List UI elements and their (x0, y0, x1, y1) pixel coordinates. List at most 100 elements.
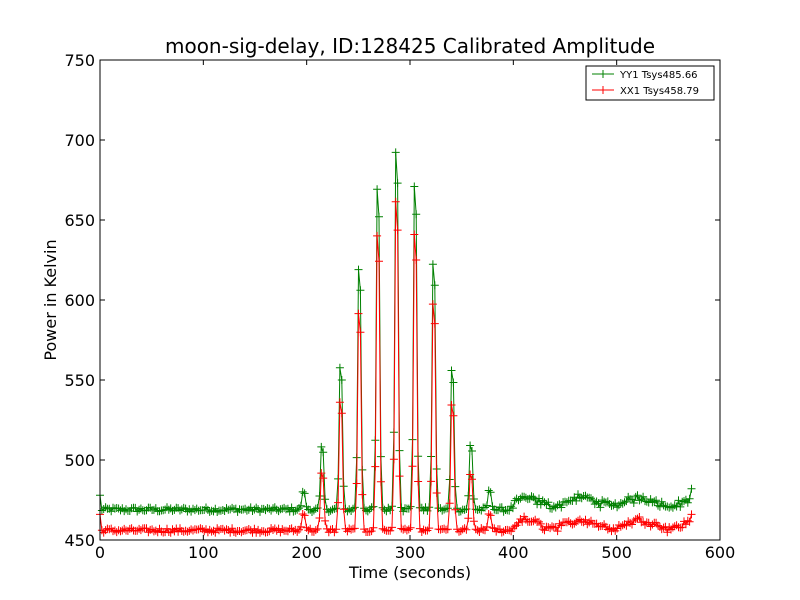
data-point-yy (213, 508, 222, 516)
data-point-yy (298, 487, 307, 496)
data-point-yy (438, 506, 447, 515)
data-point-yy (683, 498, 692, 507)
data-point-xx (109, 527, 117, 536)
data-point-xx (667, 525, 675, 534)
data-point-xx (317, 469, 326, 478)
data-point-xx (633, 514, 642, 523)
x-tick-label: 200 (291, 543, 322, 562)
data-point-yy (544, 498, 553, 507)
data-point-yy (616, 499, 625, 507)
data-point-yy (464, 491, 473, 500)
chart-title: moon-sig-delay, ID:128425 Calibrated Amp… (165, 34, 655, 58)
data-point-xx (282, 526, 290, 535)
data-point-xx (488, 523, 497, 532)
data-point-yy (680, 497, 688, 506)
data-point-yy (406, 502, 415, 511)
data-point-yy (326, 506, 335, 515)
data-point-yy (635, 496, 644, 505)
data-point-yy (397, 503, 406, 512)
data-point-yy (473, 505, 482, 514)
y-tick-label: 700 (64, 131, 95, 150)
data-point-yy (572, 496, 581, 505)
data-point-yy (350, 503, 359, 512)
legend-marker-yy1 (599, 70, 607, 78)
data-point-yy (674, 496, 683, 505)
data-point-xx (482, 522, 491, 531)
data-point-yy (207, 506, 216, 515)
data-point-xx (337, 409, 346, 418)
data-point-xx (157, 527, 166, 536)
data-point-xx (481, 526, 489, 535)
data-point-yy (508, 504, 517, 513)
data-point-yy (131, 503, 140, 512)
data-point-yy (391, 148, 400, 157)
data-point-yy (475, 505, 484, 514)
data-point-xx (388, 523, 396, 532)
data-point-yy (337, 376, 346, 384)
data-point-xx (296, 522, 305, 531)
data-point-xx (412, 256, 421, 264)
data-point-xx (352, 479, 361, 488)
data-point-yy (300, 489, 309, 498)
data-point-yy (514, 496, 523, 505)
data-point-xx (151, 526, 160, 535)
data-point-xx (200, 527, 209, 536)
data-point-yy (652, 496, 661, 505)
y-tick-label: 650 (64, 211, 95, 230)
data-point-yy (308, 508, 316, 516)
legend-marker-xx1 (599, 86, 607, 94)
data-point-yy (549, 502, 558, 511)
y-tick-label: 600 (64, 291, 95, 310)
plot-series-group (96, 148, 696, 537)
data-point-yy (194, 506, 203, 515)
data-point-xx (404, 525, 413, 534)
data-point-xx (553, 527, 562, 536)
data-point-xx (635, 513, 644, 521)
data-point-yy (203, 505, 212, 514)
data-point-xx (401, 524, 409, 533)
data-point-yy (296, 501, 305, 510)
data-point-yy (588, 496, 597, 504)
data-point-yy (629, 499, 638, 507)
data-point-xx (311, 526, 320, 535)
data-point-yy (678, 497, 687, 506)
data-point-yy (484, 486, 493, 495)
data-point-xx (540, 526, 549, 535)
data-point-xx (430, 319, 439, 328)
data-point-yy (657, 497, 666, 506)
data-point-yy (321, 495, 330, 504)
data-point-yy (456, 507, 465, 516)
data-point-yy (155, 507, 164, 516)
data-point-yy (460, 505, 469, 514)
data-point-xx (276, 528, 285, 537)
data-point-xx (447, 401, 456, 409)
legend-box (585, 65, 715, 101)
data-point-yy (248, 507, 257, 515)
data-point-xx (594, 522, 603, 531)
data-point-xx (393, 226, 402, 235)
data-point-xx (356, 328, 365, 337)
legend-label-yy1: YY1 Tsys485.66 (619, 70, 698, 81)
data-point-xx (548, 522, 556, 531)
data-point-xx (229, 528, 238, 536)
data-point-xx (410, 230, 419, 239)
data-point-yy (555, 500, 564, 509)
data-point-xx (142, 524, 151, 533)
data-point-yy (122, 505, 130, 514)
data-point-yy (685, 494, 694, 503)
data-point-xx (648, 520, 657, 529)
x-tick-label: 100 (188, 543, 219, 562)
data-point-xx (125, 524, 134, 533)
x-tick-label: 300 (395, 543, 426, 562)
data-point-xx (220, 526, 229, 535)
data-point-yy (328, 505, 337, 514)
data-point-xx (395, 472, 404, 481)
data-point-yy (269, 504, 277, 513)
data-point-xx (505, 526, 514, 535)
data-point-xx (428, 300, 437, 309)
data-point-xx (278, 525, 287, 534)
data-point-xx (335, 398, 344, 407)
data-point-yy (177, 505, 186, 514)
x-tick-label: 500 (601, 543, 632, 562)
data-point-xx (367, 527, 376, 536)
